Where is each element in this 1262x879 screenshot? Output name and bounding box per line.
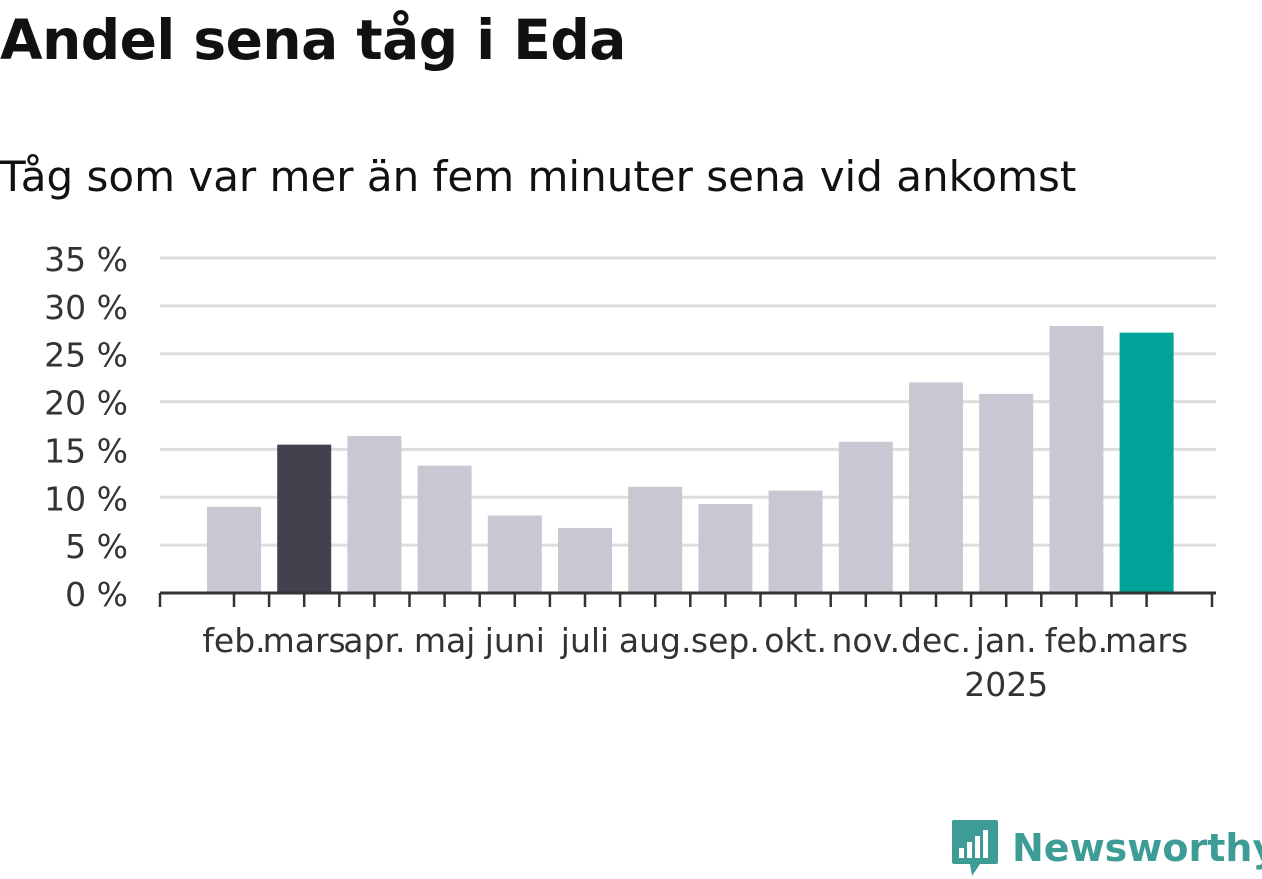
bars (207, 325, 1174, 593)
x-axis (158, 591, 1216, 607)
bar (487, 515, 542, 593)
y-tick-label: 10 % (44, 479, 128, 518)
newsworthy-brand: Newsworthy (950, 818, 1262, 878)
x-tick-label: juli (560, 621, 609, 660)
y-tick-label: 25 % (44, 336, 128, 375)
bar (347, 436, 402, 593)
bar (838, 441, 893, 593)
x-tick-label: jan. (975, 621, 1037, 660)
x-tick-label: okt. (764, 621, 827, 660)
x-tick-label: nov. (832, 621, 901, 660)
y-tick-label: 5 % (65, 527, 128, 566)
x-tick-label: juni (484, 621, 545, 660)
grid-lines (160, 256, 1216, 547)
y-tick-label: 0 % (65, 575, 128, 614)
brand-name: Newsworthy (1012, 826, 1262, 870)
x-tick-label: mars (263, 621, 346, 660)
x-tick-label: dec. (901, 621, 971, 660)
bar (698, 503, 753, 593)
x-tick-label: aug. (619, 621, 692, 660)
x-tick-label: sep. (691, 621, 760, 660)
bar (277, 444, 332, 593)
x-tick-label: apr. (343, 621, 405, 660)
y-axis-labels: 0 % 5 % 10 % 15 % 20 % 25 % 30 % 35 % (44, 240, 128, 614)
x-tick-label: maj (414, 621, 476, 660)
y-tick-label: 30 % (44, 288, 128, 327)
x-year-label: 2025 (964, 665, 1048, 704)
x-tick-label: mars (1105, 621, 1188, 660)
bar (1119, 332, 1174, 593)
newsworthy-logo-icon (952, 820, 998, 876)
bar (417, 465, 472, 593)
bar (1049, 325, 1104, 593)
y-tick-label: 20 % (44, 384, 128, 423)
x-tick-label: feb. (1045, 621, 1108, 660)
bar (207, 506, 261, 593)
bar (909, 382, 963, 593)
bar (628, 486, 683, 593)
bar (979, 393, 1034, 593)
chart-title: Andel sena tåg i Eda (0, 8, 626, 72)
y-tick-label: 15 % (44, 431, 128, 470)
y-tick-label: 35 % (44, 240, 128, 279)
bar (768, 490, 823, 593)
x-tick-label: feb. (202, 621, 265, 660)
bar (558, 527, 612, 593)
chart-subtitle: Tåg som var mer än fem minuter sena vid … (0, 152, 1077, 201)
